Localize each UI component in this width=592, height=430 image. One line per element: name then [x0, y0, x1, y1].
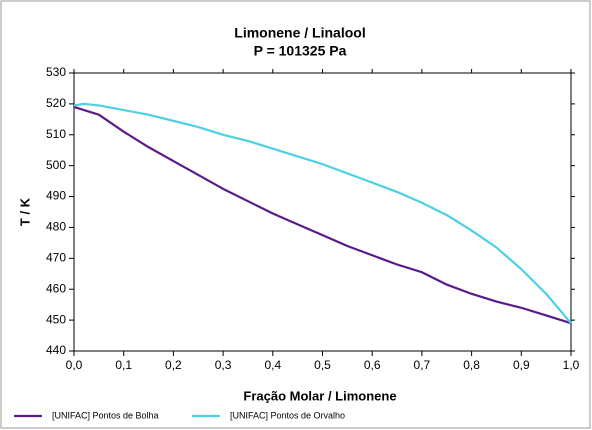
x-tick-label: 0,7: [414, 358, 431, 372]
x-tick-label: 0,1: [115, 358, 132, 372]
y-tick-label: 450: [46, 312, 66, 326]
y-tick-label: 490: [46, 189, 66, 203]
y-tick-label: 440: [46, 343, 66, 357]
x-tick-label: 0,2: [165, 358, 182, 372]
y-tick-label: 520: [46, 96, 66, 110]
x-tick-label: 0,0: [66, 358, 83, 372]
x-tick-label: 0,3: [215, 358, 232, 372]
y-tick-label: 470: [46, 251, 66, 265]
series-line: [73, 105, 572, 325]
y-tick-label: 530: [46, 65, 66, 79]
x-tick-label: 1,0: [563, 358, 580, 372]
x-tick-label: 0,9: [513, 358, 530, 372]
series-line: [73, 102, 572, 324]
y-axis-label: T / K: [17, 197, 32, 226]
x-tick-label: 0,6: [364, 358, 381, 372]
x-tick-label: 0,5: [314, 358, 331, 372]
y-tick-label: 460: [46, 281, 66, 295]
legend-label: [UNIFAC] Pontos de Orvalho: [230, 410, 345, 420]
chart-subtitle: P = 101325 Pa: [254, 43, 347, 59]
x-tick-label: 0,8: [463, 358, 480, 372]
y-tick-label: 510: [46, 127, 66, 141]
chart-title: Limonene / Linalool: [234, 25, 365, 41]
legend-label: [UNIFAC] Pontos de Bolha: [52, 410, 159, 420]
x-tick-label: 0,4: [264, 358, 281, 372]
y-tick-label: 480: [46, 220, 66, 234]
y-tick-label: 500: [46, 158, 66, 172]
x-axis-label: Fração Molar / Limonene: [243, 388, 396, 403]
